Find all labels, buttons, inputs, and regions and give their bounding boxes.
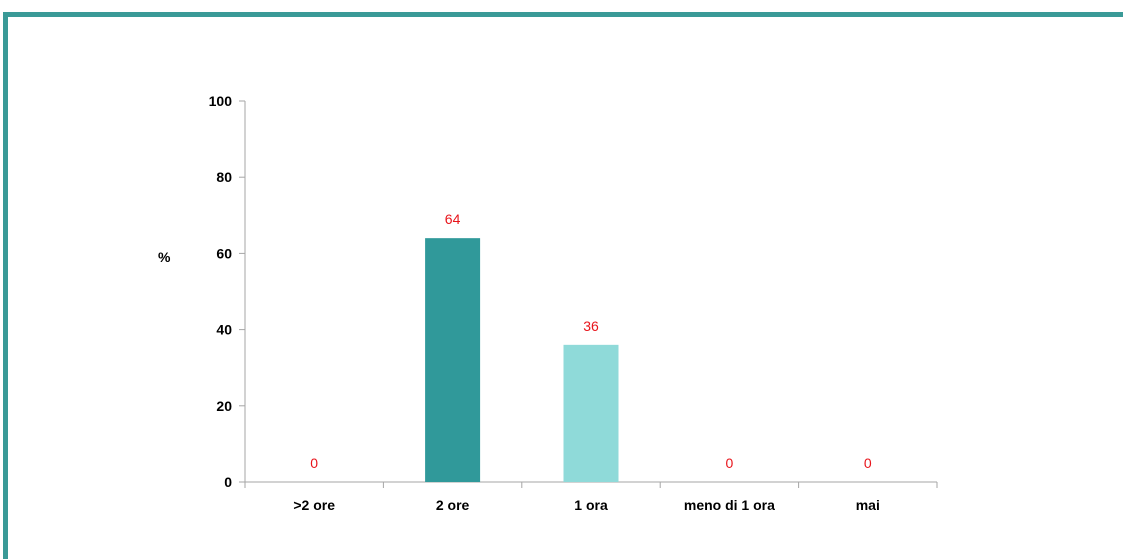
frame-top-right-accent <box>1060 12 1123 15</box>
frame-top-border <box>3 12 1123 17</box>
x-tick-label: >2 ore <box>293 497 335 513</box>
data-label: 0 <box>726 455 734 471</box>
x-tick-label: meno di 1 ora <box>684 497 775 513</box>
x-tick-label: mai <box>856 497 880 513</box>
bars <box>425 238 619 482</box>
frame-left-border <box>3 12 8 559</box>
data-label: 36 <box>583 318 599 334</box>
y-tick-label: 40 <box>216 322 232 338</box>
bar <box>425 238 481 482</box>
y-axis-label: % <box>158 249 171 265</box>
y-tick-label: 60 <box>216 245 232 261</box>
data-labels: 0 64 36 0 0 <box>310 211 872 471</box>
x-axis: >2 ore 2 ore 1 ora meno di 1 ora mai <box>244 481 938 513</box>
y-tick-label: 80 <box>216 169 232 185</box>
data-label: 64 <box>445 211 461 227</box>
y-tick-label: 20 <box>216 398 232 414</box>
data-label: 0 <box>310 455 318 471</box>
data-label: 0 <box>864 455 872 471</box>
bar <box>563 344 619 482</box>
y-axis: 0 20 40 60 80 100 <box>209 93 246 490</box>
frame-top-left-accent <box>8 12 102 15</box>
y-tick-label: 0 <box>224 474 232 490</box>
x-tick-label: 2 ore <box>436 497 470 513</box>
y-tick-label: 100 <box>209 93 233 109</box>
x-tick-label: 1 ora <box>574 497 608 513</box>
